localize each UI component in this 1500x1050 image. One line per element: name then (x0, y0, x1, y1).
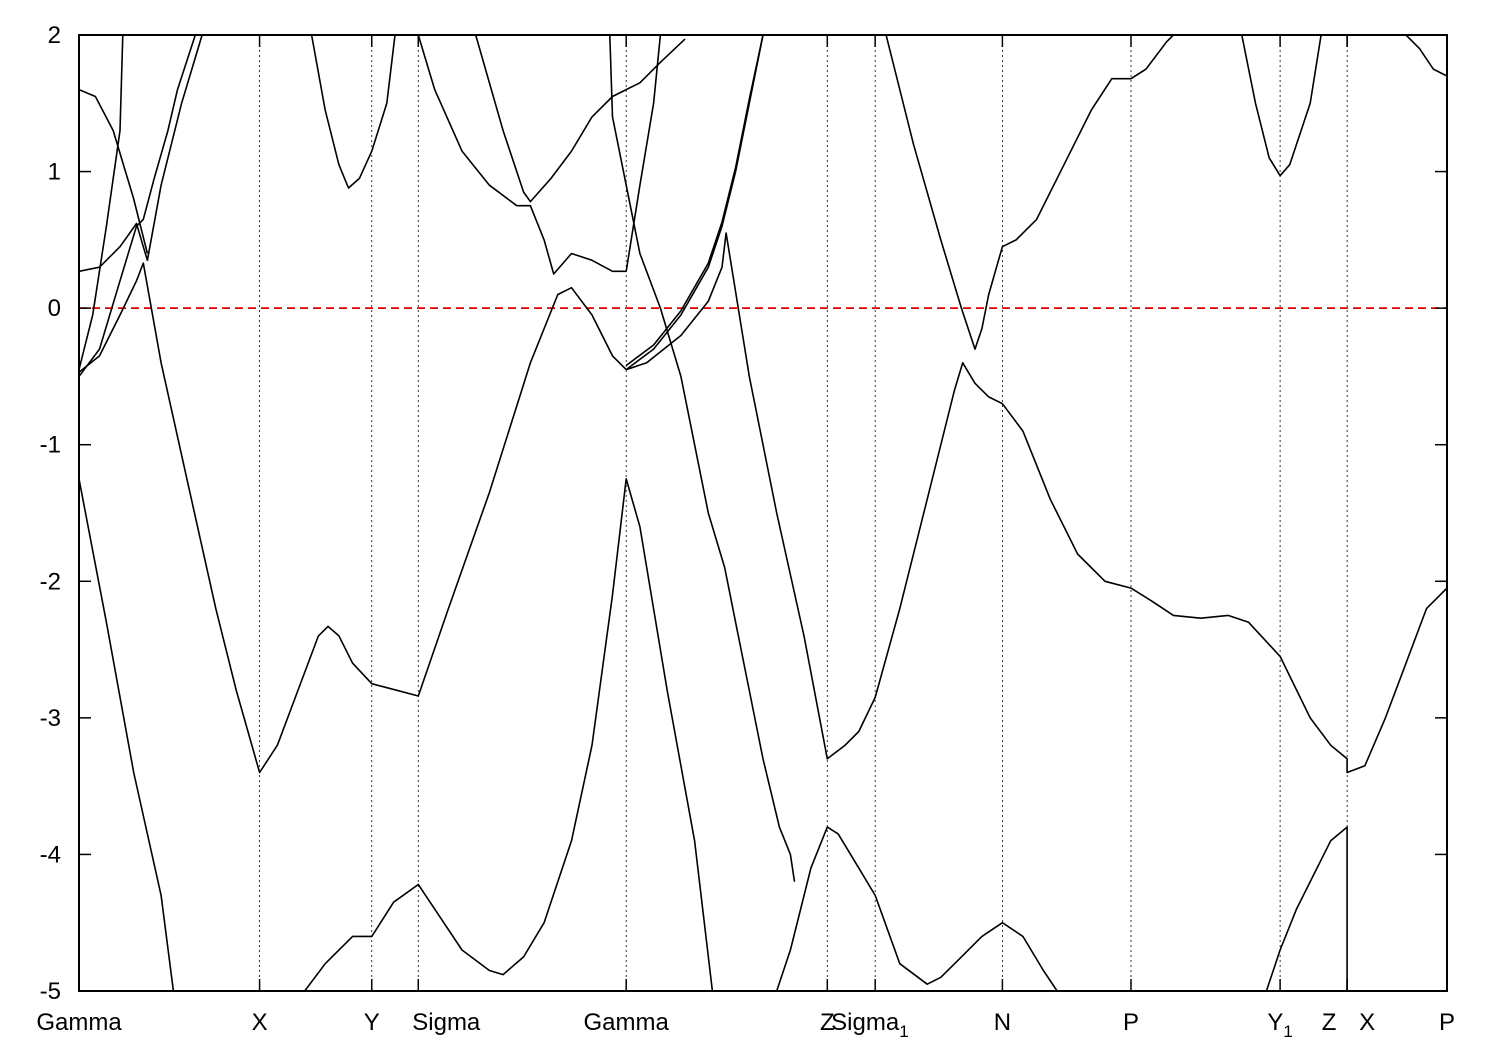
x-tick-label: X (1359, 1009, 1375, 1036)
y-tick-label: -4 (40, 841, 61, 868)
x-tick-label: Y (364, 1009, 380, 1036)
band-line (304, 478, 714, 991)
band-line (885, 35, 1174, 350)
band-line (1265, 826, 1348, 991)
band-line (417, 35, 662, 275)
y-tick-labels: 2 1 0 -1 -2 -3 -4 -5 (40, 22, 61, 1005)
band-line (1405, 35, 1447, 77)
y-tick-label: 0 (48, 295, 61, 322)
y-tick-label: -2 (40, 568, 61, 595)
band-line (310, 35, 396, 189)
y-tick-label: 2 (48, 22, 61, 49)
band-line (775, 826, 1058, 991)
band-line (609, 35, 796, 882)
band-line (79, 232, 1447, 774)
band-line (79, 35, 203, 273)
band-line (79, 35, 197, 377)
band-line (79, 88, 149, 254)
band-line (79, 35, 124, 370)
band-line (474, 35, 686, 203)
band-line (1241, 35, 1322, 177)
y-tick-label: -3 (40, 705, 61, 732)
x-tick-label: P (1123, 1009, 1139, 1036)
x-tick-label: Gamma (36, 1009, 122, 1036)
band-line (79, 478, 175, 991)
x-tick-label: N (994, 1009, 1011, 1036)
series-layer (79, 35, 1447, 991)
x-tick-label: Y1 (1267, 1009, 1292, 1041)
x-tick-label: X (252, 1009, 268, 1036)
grid-layer (259, 35, 1348, 991)
band-line (625, 35, 764, 371)
band-line (625, 35, 764, 367)
x-tick-label: Z (820, 1009, 835, 1036)
x-tick-label: Sigma (412, 1009, 481, 1036)
x-tick-label: P (1439, 1009, 1455, 1036)
y-tick-label: -5 (40, 978, 61, 1005)
y-tick-label: -1 (40, 432, 61, 459)
x-tick-label: Z (1322, 1009, 1337, 1036)
y-tick-label: 1 (48, 159, 61, 186)
plot-frame (78, 34, 1448, 992)
x-tick-label: Gamma (584, 1009, 670, 1036)
ticks-layer (78, 34, 1448, 992)
x-tick-label: Sigma1 (831, 1009, 909, 1041)
